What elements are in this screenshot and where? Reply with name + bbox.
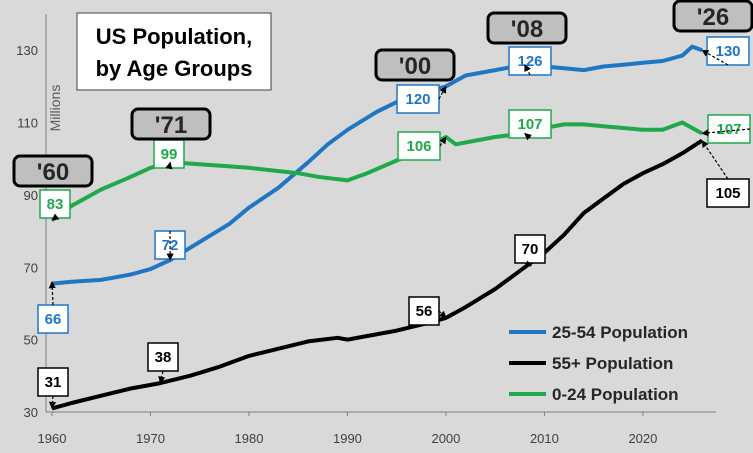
chart-title-line-1: US Population,: [96, 24, 252, 49]
x-tick-label: 1970: [136, 431, 165, 446]
callout-arrow: [701, 140, 729, 180]
year-labels: '60 '71 '00 '08 '26: [12, 0, 753, 188]
callout-arrow: [439, 136, 447, 147]
callout-arrow: [701, 128, 751, 137]
year-tag-label: '08: [511, 16, 543, 43]
callout-value: 107: [716, 121, 741, 138]
callout-value: 70: [522, 241, 539, 258]
callout-arrow: [165, 161, 173, 170]
callout-value: 126: [517, 53, 542, 70]
year-tag-label: '00: [399, 53, 431, 80]
callout-83: 83: [39, 189, 71, 221]
callout-value: 66: [45, 311, 62, 328]
x-tick-label: 2020: [628, 431, 657, 446]
year-tag: '71: [130, 107, 212, 141]
year-tag-label: '71: [155, 112, 187, 139]
callout-72: 72: [154, 230, 186, 261]
callout-value: 72: [162, 237, 179, 254]
x-tick-label: 1960: [38, 431, 67, 446]
y-tick-label: 70: [24, 260, 38, 275]
year-tag-label: '26: [697, 4, 729, 31]
year-tag: '08: [486, 11, 568, 45]
callout-arrow: [524, 132, 532, 141]
callout-value: 56: [416, 303, 433, 320]
x-tick-label: 2010: [530, 431, 559, 446]
callout-value: 107: [517, 116, 542, 133]
callout-value: 83: [47, 196, 64, 213]
callout-105: 105: [701, 140, 750, 208]
callout-38: 38: [147, 342, 179, 384]
callout-arrow: [524, 260, 533, 268]
callout-value: 99: [161, 146, 178, 163]
callout-106: 106: [397, 131, 447, 161]
callout-66: 66: [37, 281, 69, 334]
year-tag: '26: [672, 0, 753, 33]
callout-130: 130: [701, 36, 750, 66]
callout-126: 126: [508, 46, 552, 76]
callout-value: 130: [715, 43, 740, 60]
legend: 25-54 Population 55+ Population 0-24 Popul…: [509, 323, 688, 404]
y-axis-ticks: 30 50 70 90 110 130: [16, 43, 38, 420]
chart-title-box: US Population, by Age Groups: [76, 12, 272, 91]
legend-label: 55+ Population: [552, 354, 673, 373]
y-tick-label: 90: [24, 188, 38, 203]
callout-arrow: [51, 213, 60, 221]
legend-label: 25-54 Population: [552, 323, 688, 342]
callout-107: 107: [508, 109, 552, 141]
y-tick-label: 130: [16, 43, 38, 58]
callout-arrow: [48, 281, 56, 306]
y-tick-label: 50: [24, 333, 38, 348]
value-callouts: 66 72 120 126 130 31 38 56 70 105 83 99 106 107 107: [37, 36, 751, 410]
legend-label: 0-24 Population: [552, 385, 679, 404]
callout-56: 56: [408, 296, 447, 326]
callout-arrow: [158, 370, 166, 384]
callout-arrow: [438, 310, 447, 319]
callout-value: 120: [405, 91, 430, 108]
callout-value: 31: [45, 374, 62, 391]
y-tick-label: 30: [24, 405, 38, 420]
callout-31: 31: [37, 367, 69, 410]
y-tick-label: 110: [17, 116, 38, 131]
callout-value: 38: [155, 349, 172, 366]
chart-title-line-2: by Age Groups: [96, 56, 253, 81]
year-tag: '60: [12, 154, 94, 188]
year-tag-label: '60: [37, 159, 69, 186]
x-tick-label: 2000: [431, 431, 460, 446]
series-line-55-population: [51, 138, 704, 411]
callout-107: 107: [701, 114, 751, 144]
year-tag: '00: [374, 48, 456, 82]
callout-70: 70: [514, 234, 546, 268]
x-axis-ticks: 1960 1970 1980 1990 2000 2010 2020: [38, 412, 657, 446]
x-tick-label: 1990: [333, 431, 362, 446]
callout-99: 99: [153, 139, 185, 170]
callout-arrow: [524, 64, 531, 76]
callout-value: 106: [406, 138, 431, 155]
callout-120: 120: [396, 84, 447, 114]
callout-arrow: [438, 85, 447, 100]
callout-value: 105: [715, 185, 740, 202]
y-axis-label: Millions: [47, 85, 63, 132]
x-tick-label: 1980: [235, 431, 264, 446]
callout-arrow: [48, 395, 57, 410]
